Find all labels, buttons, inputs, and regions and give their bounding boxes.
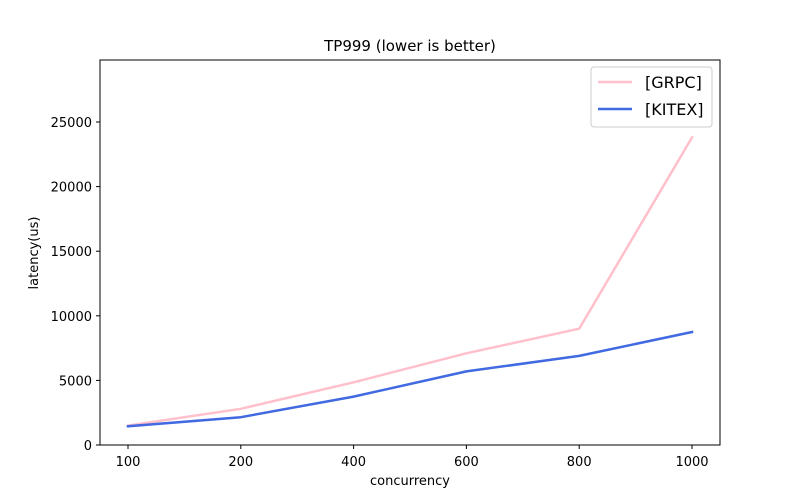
y-tick-label: 15000: [51, 245, 92, 260]
plot-frame: [99, 59, 721, 446]
x-axis: 100 200 400 600 800 1000: [116, 445, 709, 470]
y-tick-label: 10000: [51, 310, 92, 325]
x-tick-label: 100: [116, 455, 141, 470]
series-line-0: [126, 135, 694, 428]
y-tick-label: 5000: [59, 374, 92, 389]
legend: [GRPC] [KITEX]: [590, 66, 713, 128]
series-line-1: [126, 330, 694, 428]
y-axis: 0 5000 10000 15000 20000 25000: [51, 116, 100, 454]
legend-label-kitex: [KITEX]: [645, 100, 704, 119]
y-tick-label: 20000: [51, 181, 92, 196]
x-tick-label: 600: [454, 455, 479, 470]
chart-title: TP999 (lower is better): [323, 37, 496, 55]
y-tick-label: 0: [84, 439, 92, 454]
x-tick-label: 800: [567, 455, 592, 470]
x-tick-label: 200: [228, 455, 253, 470]
x-tick-label: 400: [341, 455, 366, 470]
y-tick-label: 25000: [51, 116, 92, 131]
y-axis-label: latency(us): [27, 217, 42, 290]
x-tick-label: 1000: [675, 455, 708, 470]
plot-series: [126, 135, 694, 428]
legend-label-grpc: [GRPC]: [645, 73, 702, 92]
x-axis-label: concurrency: [370, 474, 450, 489]
